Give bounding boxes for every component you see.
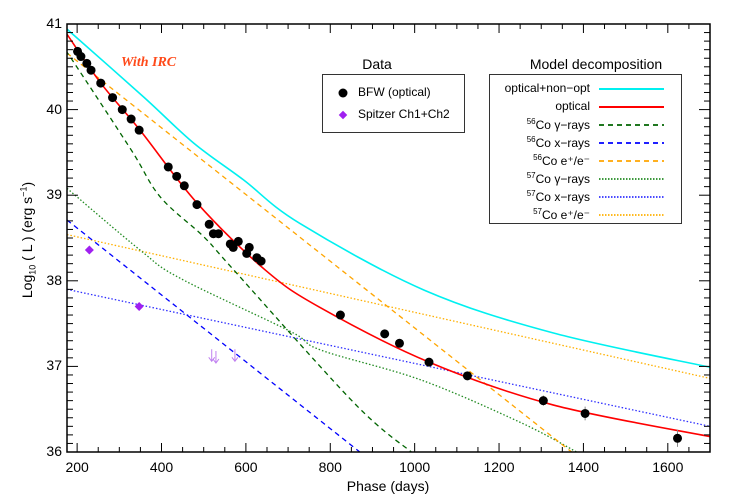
isotope-superscript: 57	[526, 171, 536, 180]
bfw-point	[538, 396, 548, 406]
y-tick-label: 37	[46, 357, 62, 374]
legend-label-model-5: 57Co γ−rays	[527, 171, 590, 186]
bfw-point	[228, 242, 238, 252]
bfw-point	[424, 357, 434, 367]
spitzer-point	[134, 301, 144, 311]
model-legend-title: Model decomposition	[529, 56, 663, 72]
legend-marker-bfw	[338, 88, 348, 98]
x-tick-label: 1400	[567, 459, 599, 475]
legend-text: Co e⁺/e⁻	[541, 208, 590, 222]
bfw-point	[673, 433, 683, 443]
legend-label-model-6: 57Co x−rays	[527, 189, 590, 204]
bfw-point	[462, 371, 472, 381]
x-tick-label: 200	[65, 459, 89, 475]
annotation-with-irc: With IRC	[121, 55, 177, 70]
data-legend-title: Data	[362, 56, 392, 72]
upper-limit-arrow	[212, 350, 220, 364]
bfw-point	[580, 408, 590, 418]
legend-label-spitzer: Spitzer Ch1+Ch2	[358, 107, 450, 121]
spitzer-point	[84, 245, 94, 255]
y-tick-label: 40	[46, 100, 62, 117]
bfw-point	[76, 52, 86, 62]
model-curve-3	[67, 219, 361, 452]
legend-label-model-1: optical	[555, 99, 590, 113]
upper-limit-arrow	[231, 349, 239, 363]
model-curve-4	[67, 52, 573, 452]
legend-text: optical+non−opt	[504, 81, 590, 95]
model-curve-5	[67, 187, 577, 452]
legend-label-model-4: 56Co e⁺/e⁻	[533, 153, 590, 168]
x-tick-label: 600	[234, 459, 258, 475]
upper-limit-arrow	[208, 349, 216, 363]
legend-text: Co γ−rays	[535, 172, 590, 186]
model-legend: optical+non−opt optical 56Co γ−rays 56Co x−…	[489, 74, 682, 224]
bfw-point	[108, 93, 118, 103]
model-curve-2	[67, 51, 412, 452]
bfw-point	[394, 338, 404, 348]
legend-label-model-2: 56Co γ−rays	[527, 117, 590, 132]
x-axis-label: Phase (days)	[346, 478, 430, 494]
x-tick-label: 1200	[483, 459, 515, 475]
bfw-point	[96, 78, 106, 88]
y-tick-label: 36	[46, 443, 62, 459]
legend-text: Co e⁺/e⁻	[541, 154, 590, 168]
bfw-point	[256, 256, 266, 266]
x-tick-label: 800	[318, 459, 342, 475]
y-tick-label: 38	[46, 271, 62, 288]
bfw-point	[179, 181, 189, 191]
bfw-point	[335, 310, 345, 320]
legend-text: Co x−rays	[535, 190, 590, 204]
bfw-point	[86, 65, 96, 75]
axis-ticks	[67, 23, 711, 453]
bfw-point	[163, 162, 173, 172]
bfw-point	[172, 171, 182, 181]
bfw-point	[204, 219, 214, 229]
legend-text: optical	[555, 99, 590, 113]
isotope-superscript: 57	[533, 207, 542, 216]
bfw-point	[244, 242, 254, 252]
legend-text: Co x−rays	[535, 136, 590, 150]
legend-marker-spitzer	[338, 110, 348, 120]
bfw-point	[126, 114, 136, 124]
bfw-point	[192, 200, 202, 210]
data-points	[73, 46, 683, 447]
isotope-superscript: 56	[526, 117, 536, 126]
x-tick-label: 1000	[399, 459, 431, 475]
bfw-point	[117, 105, 127, 115]
y-tick-label: 41	[46, 15, 62, 31]
legend-label-model-7: 57Co e⁺/e⁻	[533, 207, 590, 222]
isotope-superscript: 56	[526, 135, 536, 144]
y-tick-label: 39	[46, 186, 62, 203]
model-curve-6	[67, 288, 710, 427]
isotope-superscript: 56	[533, 153, 542, 162]
isotope-superscript: 57	[526, 189, 536, 198]
legend-label-bfw: BFW (optical)	[358, 85, 431, 99]
x-tick-label: 1600	[652, 459, 684, 475]
legend-text: Co γ−rays	[535, 118, 590, 132]
data-legend: BFW (optical) Spitzer Ch1+Ch2	[322, 74, 465, 133]
legend-label-model-3: 56Co x−rays	[527, 135, 590, 150]
model-curve-0	[67, 28, 710, 369]
bfw-point	[134, 125, 144, 135]
legend-label-model-0: optical+non−opt	[505, 81, 590, 95]
y-axis-label: Log10 ( L ) (erg s−1)	[18, 181, 38, 299]
bfw-point	[213, 229, 223, 239]
x-tick-label: 400	[149, 459, 174, 475]
bfw-point	[380, 329, 390, 339]
bfw-point	[82, 58, 92, 68]
bfw-point	[233, 236, 243, 246]
